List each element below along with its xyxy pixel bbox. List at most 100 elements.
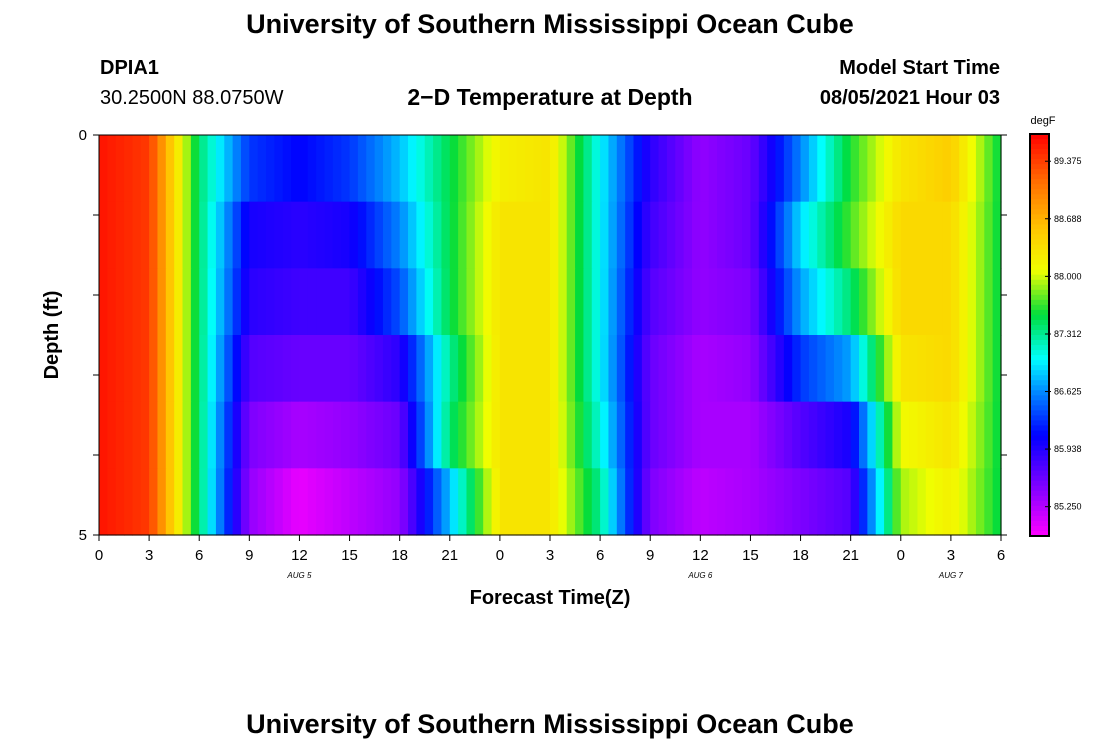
heatmap-cell [833,201,843,269]
heatmap-cell [566,401,576,469]
heatmap-cell [691,401,701,469]
heatmap-cell [140,135,150,203]
heatmap-cell [675,468,685,536]
heatmap-cell [190,335,200,403]
heatmap-cell [917,401,927,469]
heatmap-cell [900,268,910,336]
colorbar-segment [1030,345,1049,351]
heatmap-cell [859,201,868,269]
heatmap-cell [616,468,626,536]
colorbar-segment [1030,159,1049,165]
heatmap-cell [374,201,384,269]
x-tick-label: 3 [145,547,153,564]
heatmap-cell [408,201,417,269]
x-tick-label: 12 [291,547,308,564]
heatmap-cell [466,401,476,469]
heatmap-cell [299,201,309,269]
heatmap-cell [483,201,493,269]
heatmap-cell [975,201,985,269]
heatmap-cell [508,268,518,336]
heatmap-cell [499,468,509,536]
heatmap-cell [616,401,626,469]
heatmap-cell [633,468,643,536]
colorbar-segment [1030,214,1049,221]
heatmap-cell [775,401,785,469]
heatmap-cell [875,135,885,203]
heatmap-cell [984,335,994,403]
heatmap-cell [808,135,818,203]
heatmap-cell [524,268,534,336]
heatmap-cell [817,135,827,203]
heatmap-cell [750,201,760,269]
heatmap-cell [299,335,309,403]
heatmap-cell [524,335,534,403]
heatmap-cell [558,401,568,469]
heatmap-cell [424,335,434,403]
heatmap-cell [416,135,426,203]
heatmap-cell [291,468,301,536]
heatmap-cell [767,401,777,469]
heatmap-cell [299,401,309,469]
heatmap-cell [266,201,275,269]
heatmap-cell [491,335,501,403]
heatmap-cell [558,135,568,203]
heatmap-cell [917,468,927,536]
heatmap-cell [717,201,726,269]
heatmap-cell [650,135,660,203]
heatmap-cell [900,135,910,203]
heatmap-cell [616,268,626,336]
heatmap-cell [600,335,610,403]
colorbar-segment [1030,420,1049,427]
heatmap-cell [458,468,468,536]
heatmap-cell [550,468,559,536]
heatmap-cell [875,268,885,336]
heatmap-cell [558,201,568,269]
heatmap-cell [316,468,326,536]
heatmap-cell [524,201,534,269]
heatmap-cell [566,468,576,536]
heatmap-cell [424,268,434,336]
heatmap-cells [99,135,1002,536]
heatmap-cell [449,335,459,403]
heatmap-cell [474,268,484,336]
heatmap-cell [458,201,468,269]
heatmap-cell [658,201,668,269]
heatmap-cell [157,135,167,203]
heatmap-cell [550,335,559,403]
heatmap-cell [140,201,150,269]
colorbar-tick-label: 88.000 [1054,271,1082,281]
heatmap-cell [441,401,451,469]
heatmap-cell [683,401,693,469]
colorbar-segment [1030,309,1049,316]
heatmap-cell [399,468,409,536]
colorbar-segment [1030,440,1049,447]
heatmap-cell [675,401,685,469]
colorbar-segment [1030,415,1049,422]
model-start-label: Model Start Time [839,57,1000,79]
heatmap-cell [742,201,752,269]
heatmap-cell [416,268,426,336]
heatmap-cell [190,401,200,469]
heatmap-cell [717,135,726,203]
heatmap-cell [508,135,518,203]
heatmap-cell [700,401,710,469]
heatmap-cell [541,201,551,269]
heatmap-cell [992,201,1002,269]
heatmap-cell [666,201,676,269]
heatmap-cell [583,135,593,203]
heatmap-cell [950,468,960,536]
heatmap-cell [808,201,818,269]
colorbar-segment [1030,365,1049,371]
heatmap-cell [825,335,835,403]
x-tick-label: 9 [646,547,654,564]
heatmap-cell [533,135,543,203]
heatmap-cell [157,401,167,469]
heatmap-cell [800,201,810,269]
heatmap-cell [249,335,259,403]
colorbar-tick-label: 88.688 [1054,214,1082,224]
heatmap-cell [399,201,409,269]
heatmap-cell [140,268,150,336]
heatmap-cell [449,135,459,203]
heatmap-cell [357,468,367,536]
colorbar-segment [1030,179,1049,185]
